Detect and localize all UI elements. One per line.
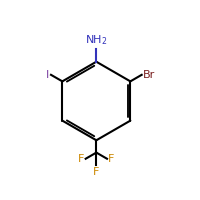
Text: F: F xyxy=(93,167,100,177)
Text: F: F xyxy=(108,154,115,164)
Text: I: I xyxy=(46,70,49,80)
Text: Br: Br xyxy=(143,70,155,80)
Text: F: F xyxy=(78,154,84,164)
Text: NH$_2$: NH$_2$ xyxy=(85,34,108,47)
